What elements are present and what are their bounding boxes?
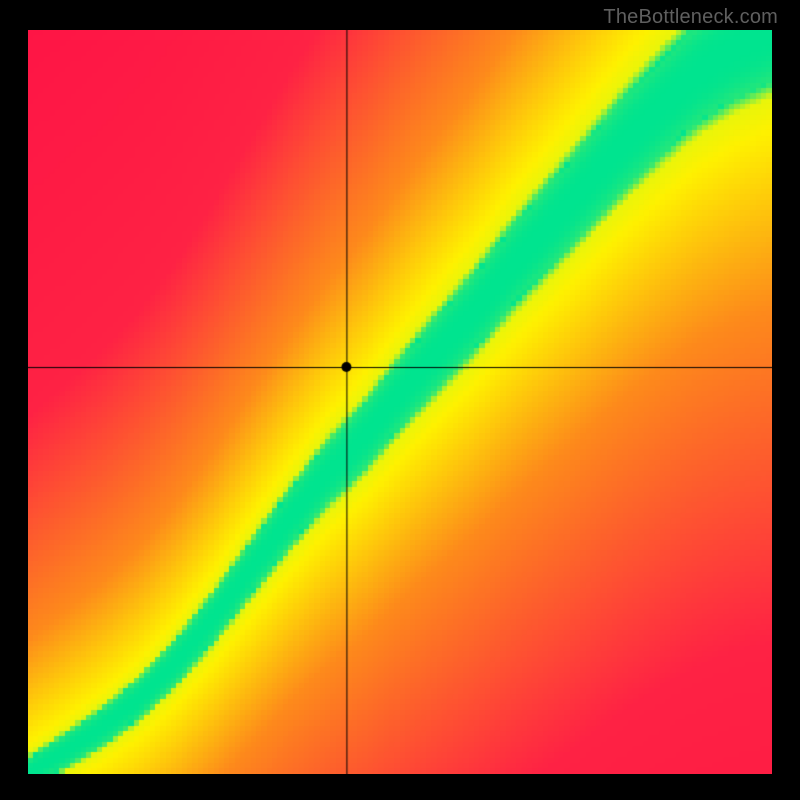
stage: TheBottleneck.com: [0, 0, 800, 800]
bottleneck-heatmap: [28, 30, 772, 774]
watermark-text: TheBottleneck.com: [603, 6, 778, 29]
